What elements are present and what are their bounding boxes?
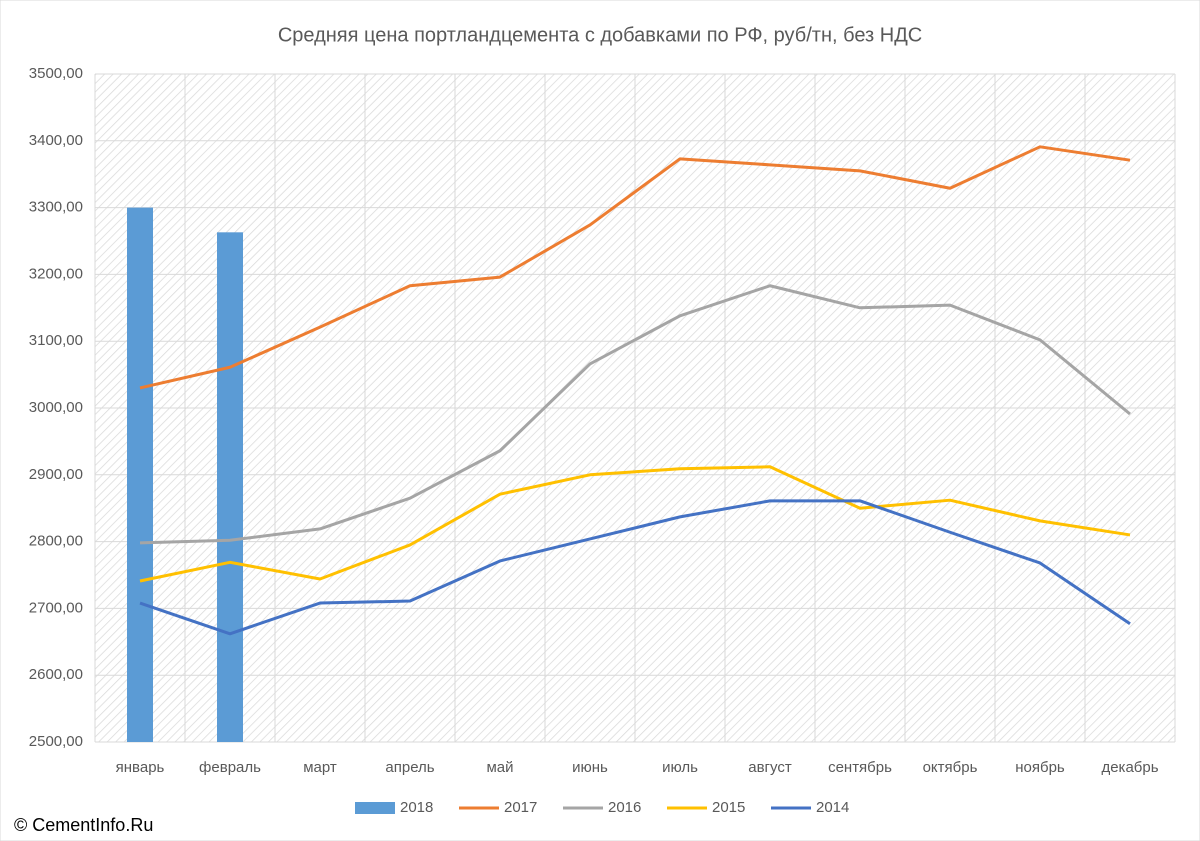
y-tick-label: 2800,00 <box>29 533 83 550</box>
x-tick-label: июнь <box>572 759 608 776</box>
line <box>139 499 1131 636</box>
x-tick-label: декабрь <box>1101 759 1158 776</box>
x-tick-label: октябрь <box>923 759 978 776</box>
legend-swatch <box>355 802 395 814</box>
x-tick-label: апрель <box>385 759 434 776</box>
legend-label: 2016 <box>608 799 641 816</box>
y-tick-label: 3000,00 <box>29 399 83 416</box>
x-tick-label: февраль <box>199 759 261 776</box>
x-tick-label: март <box>303 759 337 776</box>
bar <box>127 207 153 743</box>
source: © CementInfo.Ru <box>14 815 153 835</box>
legend-label: 2015 <box>712 799 745 816</box>
y-tick-label: 2900,00 <box>29 466 83 483</box>
legend-label: 2017 <box>504 799 537 816</box>
y-tick-label: 2700,00 <box>29 599 83 616</box>
x-tick-label: август <box>748 759 792 776</box>
y-tick-label: 2600,00 <box>29 666 83 683</box>
line <box>139 465 1131 583</box>
y-tick-label: 2500,00 <box>29 733 83 750</box>
legend-label: 2018 <box>400 799 433 816</box>
x-tick-label: сентябрь <box>828 759 892 776</box>
x-tick-label: май <box>486 759 513 776</box>
bar <box>217 232 243 743</box>
y-tick-label: 3300,00 <box>29 199 83 216</box>
chart-title: Средняя цена портландцемента с добавками… <box>278 24 922 46</box>
line <box>139 145 1131 390</box>
y-tick-label: 3200,00 <box>29 265 83 282</box>
line <box>139 284 1131 545</box>
x-tick-label: июль <box>662 759 698 776</box>
y-tick-label: 3100,00 <box>29 332 83 349</box>
x-tick-label: январь <box>116 759 165 776</box>
y-tick-label: 3500,00 <box>29 65 83 82</box>
y-tick-label: 3400,00 <box>29 132 83 149</box>
x-tick-label: ноябрь <box>1015 759 1065 776</box>
legend-label: 2014 <box>816 799 849 816</box>
